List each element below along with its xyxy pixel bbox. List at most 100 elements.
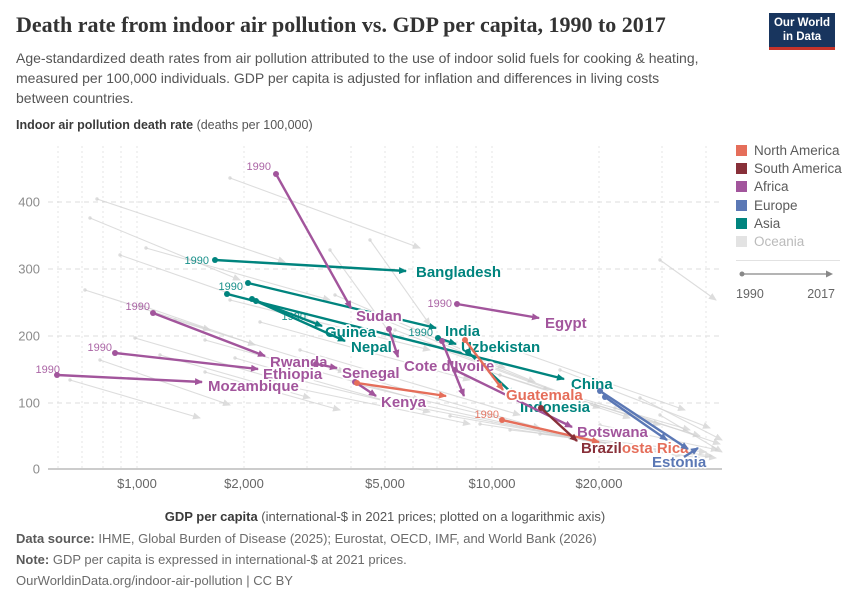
legend-label: Africa [754, 179, 789, 195]
country-label-cote-d-ivoire[interactable]: Cote d'Ivoire [402, 356, 496, 377]
trajectory-start-dot-senegal [313, 361, 319, 367]
trajectory-start-dot-unlabeled [439, 338, 445, 344]
country-label-rwanda[interactable]: Rwanda [268, 352, 330, 373]
y-tick-label: 200 [18, 329, 40, 344]
trajectory-line-unlabeled[interactable] [683, 446, 699, 459]
page-title: Death rate from indoor air pollution vs.… [16, 12, 666, 37]
country-label-indonesia[interactable]: Indonesia [518, 397, 592, 418]
legend-item-south-america[interactable]: South America [736, 159, 842, 177]
trajectory-uzbekistan[interactable]: 1990 Uzbekistan [409, 327, 542, 358]
year-1990-label-rwanda: 1990 [126, 301, 150, 313]
country-label-india[interactable]: India [443, 321, 482, 342]
trajectory-start-dot-sudan [273, 171, 279, 177]
citation-url[interactable]: OurWorldinData.org/indoor-air-pollution … [16, 573, 293, 588]
background-trajectory-start [458, 360, 462, 364]
trajectory-ethiopia[interactable]: 1990 Ethiopia [88, 342, 325, 385]
background-trajectory-start [293, 386, 297, 390]
trajectory-line-egypt[interactable] [456, 302, 540, 321]
trajectory-line-unlabeled[interactable] [356, 381, 447, 399]
background-trajectory [159, 354, 311, 400]
background-trajectory-start [368, 238, 372, 242]
legend-item-europe[interactable]: Europe [736, 196, 840, 214]
background-trajectory [134, 337, 281, 382]
background-trajectory [69, 379, 201, 420]
trajectory-unlabeled[interactable] [602, 394, 668, 441]
legend-label: North America [754, 142, 840, 158]
trajectory-bangladesh[interactable]: 1990 Bangladesh [185, 255, 503, 283]
trajectory-unlabeled[interactable] [439, 338, 466, 397]
trajectory-line-estonia[interactable] [599, 389, 689, 451]
background-trajectory-start [448, 414, 452, 418]
year-1990-label-india: 1990 [219, 281, 243, 293]
trajectory-sudan[interactable]: 1990 Sudan [247, 161, 404, 327]
chart-subtitle: Age-standardized death rates from air po… [16, 49, 746, 109]
trajectory-mozambique[interactable]: 1990 Mozambique [36, 364, 301, 397]
country-label-uzbekistan[interactable]: Uzbekistan [459, 337, 542, 358]
trajectory-line-ethiopia[interactable] [114, 351, 259, 372]
country-label-kenya[interactable]: Kenya [379, 392, 428, 413]
trajectory-nepal[interactable]: Nepal [253, 298, 394, 358]
country-label-guatemala[interactable]: Guatemala [504, 385, 585, 406]
legend-item-africa[interactable]: Africa [736, 178, 840, 196]
background-trajectory [599, 424, 719, 452]
background-trajectory-start [133, 336, 137, 340]
trajectory-line-china[interactable] [226, 292, 565, 381]
background-trajectory-start [203, 338, 207, 342]
trajectory-line-bangladesh[interactable] [214, 258, 407, 275]
trajectory-estonia[interactable]: Estonia [597, 388, 709, 473]
trajectory-cote-d-ivoire[interactable]: Cote d'Ivoire [386, 326, 496, 377]
legend-label: Asia [754, 215, 781, 231]
trajectory-start-dot-rwanda [150, 310, 156, 316]
trajectory-unlabeled[interactable] [354, 380, 447, 399]
country-label-costa-rica[interactable]: Costa Rica [609, 438, 691, 459]
trajectory-line-sudan[interactable] [274, 173, 353, 309]
owid-logo[interactable]: Our World in Data [769, 13, 835, 50]
country-label-mozambique[interactable]: Mozambique [206, 376, 300, 397]
trajectory-line-guatemala[interactable] [464, 339, 504, 391]
country-label-bangladesh[interactable]: Bangladesh [414, 262, 503, 283]
year-1990-label-uzbekistan: 1990 [409, 327, 433, 339]
trajectory-line-india[interactable] [247, 281, 437, 330]
trajectory-line-costa-rica[interactable] [501, 418, 600, 444]
country-label-egypt[interactable]: Egypt [543, 313, 588, 334]
trajectory-line-unlabeled[interactable] [604, 396, 668, 441]
trajectory-rwanda[interactable]: 1990 Rwanda [126, 301, 330, 373]
trajectory-start-dot-egypt [454, 301, 460, 307]
country-label-china[interactable]: China [569, 374, 615, 395]
legend-item-north-america[interactable]: North America [736, 141, 840, 159]
trajectory-line-nepal[interactable] [255, 299, 346, 343]
trajectory-brazil[interactable]: Brazil [538, 405, 624, 459]
trajectory-costa-rica[interactable]: 1990 Costa Rica [475, 409, 691, 459]
legend-item-oceania[interactable]: Oceania [736, 232, 840, 250]
trajectory-start-dot-indonesia [465, 349, 471, 355]
country-label-senegal[interactable]: Senegal [340, 363, 401, 384]
trajectory-line-cote-d-ivoire[interactable] [387, 328, 400, 358]
background-trajectory-start [228, 298, 232, 302]
legend-item-asia[interactable]: Asia [736, 214, 840, 232]
country-label-ethiopia[interactable]: Ethiopia [261, 364, 324, 385]
trajectory-senegal[interactable]: Senegal [313, 361, 401, 384]
background-trajectory [145, 247, 331, 302]
trajectory-line-brazil[interactable] [540, 407, 578, 442]
background-trajectory-start [478, 422, 482, 426]
trajectory-indonesia[interactable]: Indonesia [465, 349, 592, 418]
country-label-sudan[interactable]: Sudan [354, 306, 403, 327]
background-trajectory-start [68, 378, 72, 382]
country-label-brazil[interactable]: Brazil [579, 438, 623, 459]
trajectory-line-rwanda[interactable] [152, 311, 266, 358]
background-trajectory-start [83, 288, 87, 292]
trajectory-china[interactable]: China [224, 291, 615, 395]
trajectory-unlabeled[interactable] [683, 446, 699, 459]
trajectory-india[interactable]: 1990 India [219, 280, 482, 342]
trajectory-guatemala[interactable]: Guatemala [462, 337, 585, 406]
country-label-estonia[interactable]: Estonia [650, 452, 708, 473]
country-label-nepal[interactable]: Nepal [349, 337, 393, 358]
trajectory-start-dot-estonia [597, 388, 603, 394]
trajectory-start-dot-ethiopia [112, 350, 118, 356]
trajectory-line-mozambique[interactable] [56, 373, 203, 386]
background-trajectory-start [333, 293, 337, 297]
trajectory-line-senegal[interactable] [315, 362, 338, 371]
x-tick-label: $5,000 [365, 476, 405, 491]
trajectory-line-unlabeled[interactable] [440, 340, 466, 397]
trajectory-egypt[interactable]: 1990 Egypt [428, 298, 589, 334]
